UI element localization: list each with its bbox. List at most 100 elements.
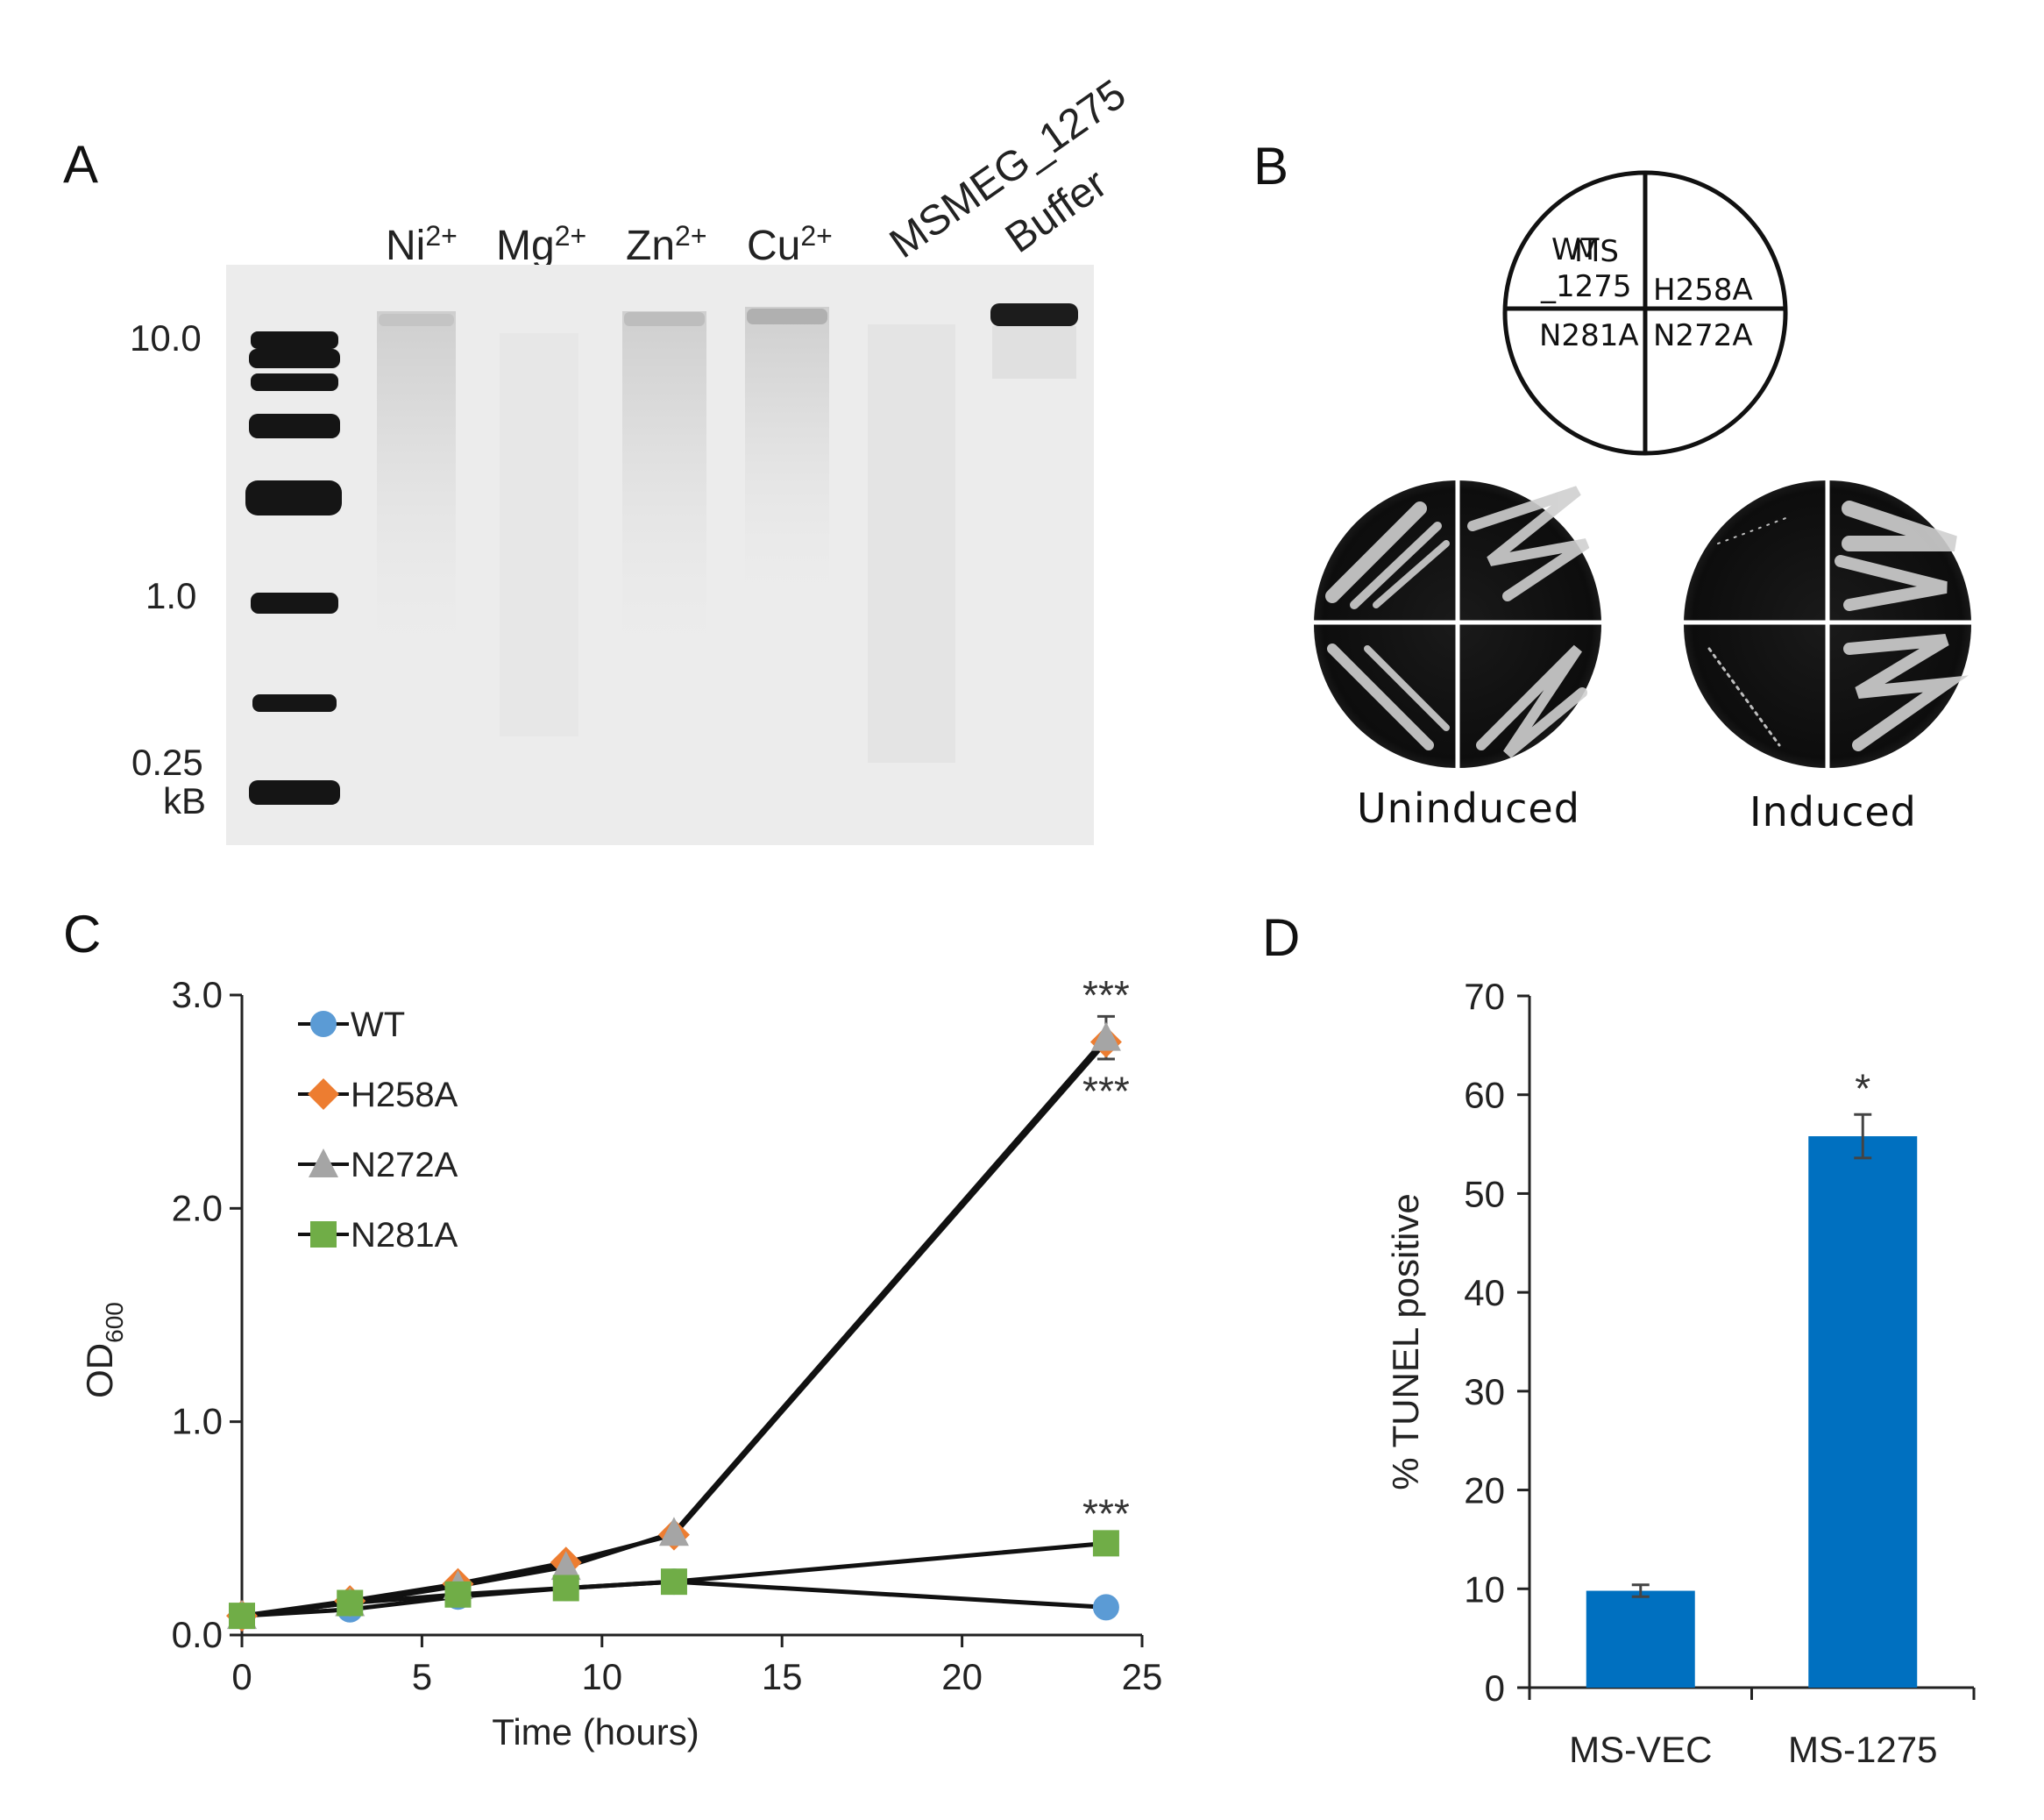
panel-letter-d: D	[1262, 908, 1300, 967]
y-axis-label: % TUNEL positive	[1385, 1193, 1426, 1489]
lane-smear-buffer	[992, 326, 1076, 379]
ladder-band	[249, 780, 340, 805]
lane-band-buffer	[990, 303, 1078, 326]
y-tick-label: 70	[1464, 976, 1505, 1017]
quad-label-wt-line2: _1275	[1540, 269, 1632, 304]
quad-label-h258a: H258A	[1653, 273, 1753, 308]
panel-letter-c: C	[63, 905, 101, 963]
data-point-n272a	[658, 1517, 689, 1546]
ladder-band	[249, 349, 340, 368]
x-tick-label: 20	[941, 1656, 983, 1697]
plate-induced	[1684, 480, 1971, 768]
lane-label-mg: Mg2+	[496, 220, 586, 269]
panel-letter-b: B	[1253, 137, 1288, 196]
ladder-band	[251, 331, 338, 349]
x-tick-label: 10	[581, 1656, 622, 1697]
significance-marker: ***	[1082, 972, 1130, 1018]
ladder-label-1: 1.0	[145, 575, 196, 616]
ladder-band	[249, 414, 340, 438]
y-tick-label: 0	[1485, 1667, 1505, 1709]
legend-marker-h258a	[308, 1078, 339, 1110]
legend-marker-n281a	[310, 1221, 337, 1248]
series-line-n281a	[241, 1540, 1107, 1618]
legend-label-wt: WT	[351, 1006, 405, 1044]
lane-smear-ni	[377, 311, 456, 679]
legend-label-n281a: N281A	[351, 1216, 458, 1255]
y-tick-label: 40	[1464, 1272, 1505, 1313]
ladder-band	[252, 694, 337, 712]
quad-label-wt-sup: WT	[1551, 232, 1600, 267]
bar-ms-1275	[1808, 1136, 1918, 1688]
plate-schematic: WT MS _1275 H258A N281A N272A	[1502, 170, 1788, 456]
ladder-band	[245, 480, 342, 515]
ladder-label-10: 10.0	[130, 317, 202, 359]
panel-c: C 0.0 1.0 2.0 3.0 0 5 10 15 20 25 Time (hours) OD60…	[63, 905, 1162, 1752]
y-tick-label: 60	[1464, 1075, 1505, 1116]
x-tick-label: 5	[412, 1656, 432, 1697]
x-tick-label: 25	[1122, 1656, 1163, 1697]
bar-ms-vec	[1586, 1590, 1695, 1688]
y-tick-label: 50	[1464, 1173, 1505, 1214]
ladder-lane	[245, 331, 342, 805]
data-point-n281a	[1092, 1530, 1119, 1557]
y-tick-label: 0.0	[172, 1614, 223, 1655]
legend-marker-n272a	[309, 1148, 338, 1177]
data-point-n281a	[660, 1568, 687, 1596]
data-point-n281a	[444, 1581, 472, 1608]
bar-chart: 0 10 20 30 40 50 60 70 MS-VEC MS-1275 * % TUNEL pos…	[1385, 976, 1976, 1770]
significance-marker: ***	[1082, 1490, 1130, 1536]
data-point-n272a	[550, 1551, 581, 1581]
data-point-n281a	[337, 1589, 364, 1617]
legend-label-h258a: H258A	[351, 1076, 458, 1114]
significance-marker: ***	[1082, 1069, 1130, 1114]
plate-uninduced	[1314, 480, 1601, 768]
lane-smear-msmeg	[868, 324, 955, 763]
quad-label-n272a: N272A	[1653, 318, 1753, 353]
lane-smear-mg	[500, 333, 578, 736]
bacterial-streaks	[1325, 486, 1590, 758]
plate-caption-induced: Induced	[1749, 788, 1917, 835]
data-point-n281a	[229, 1603, 255, 1630]
lane-label-zn: Zn2+	[626, 220, 707, 269]
lane-label-ni: Ni2+	[386, 220, 458, 269]
legend-marker-wt	[310, 1011, 337, 1037]
y-tick-label: 2.0	[172, 1187, 223, 1228]
ladder-band	[251, 373, 338, 391]
lane-labels: Ni2+ Mg2+ Zn2+ Cu2+ MSMEG_1275 Buffer	[386, 71, 1134, 269]
x-axis-label: Time (hours)	[492, 1711, 699, 1752]
ladder-band	[251, 593, 338, 614]
x-tick-label: 0	[231, 1656, 252, 1697]
data-point-n281a	[552, 1575, 579, 1602]
y-axis-label: OD600	[79, 1302, 128, 1398]
sample-lanes	[377, 303, 1078, 763]
x-tick-label: MS-1275	[1788, 1729, 1937, 1770]
lane-band-zn	[624, 312, 705, 326]
significance-marker: *	[1855, 1065, 1870, 1111]
y-tick-label: 30	[1464, 1371, 1505, 1412]
x-tick-label: 15	[762, 1656, 803, 1697]
lane-band-ni	[379, 314, 454, 326]
data-point-wt	[1092, 1594, 1119, 1621]
lane-band-cu	[747, 309, 827, 324]
line-chart: 0.0 1.0 2.0 3.0 0 5 10 15 20 25 Time (hours) OD600 *…	[79, 972, 1162, 1752]
y-tick-label: 1.0	[172, 1401, 223, 1442]
panel-b: B WT MS _1275 H258A N281A N272A	[1253, 137, 1971, 835]
lane-smear-cu	[745, 307, 829, 622]
panel-letter-a: A	[63, 135, 98, 194]
data-point-n272a	[1090, 1021, 1121, 1051]
ladder-label-025: 0.25	[131, 742, 203, 783]
quad-label-wt-line1: MS	[1574, 234, 1619, 269]
bacterial-streaks	[1707, 501, 1969, 751]
ladder-label-kb: kB	[163, 780, 206, 821]
y-tick-label: 10	[1464, 1568, 1505, 1610]
x-tick-label: MS-VEC	[1569, 1729, 1712, 1770]
lane-smear-zn	[622, 311, 706, 679]
plate-caption-uninduced: Uninduced	[1357, 785, 1580, 832]
legend-label-n272a: N272A	[351, 1146, 458, 1184]
lane-label-cu: Cu2+	[747, 220, 833, 269]
panel-a: A Ni2+ Mg2+ Zn2+ Cu2+ MSMEG_1275 Buffer	[63, 71, 1134, 845]
quad-label-n281a: N281A	[1539, 318, 1639, 353]
y-tick-label: 20	[1464, 1470, 1505, 1511]
panel-d: D 0 10 20 30 40 50 60 70 MS-VEC MS-1275 * % TUNEL p…	[1262, 908, 1976, 1770]
